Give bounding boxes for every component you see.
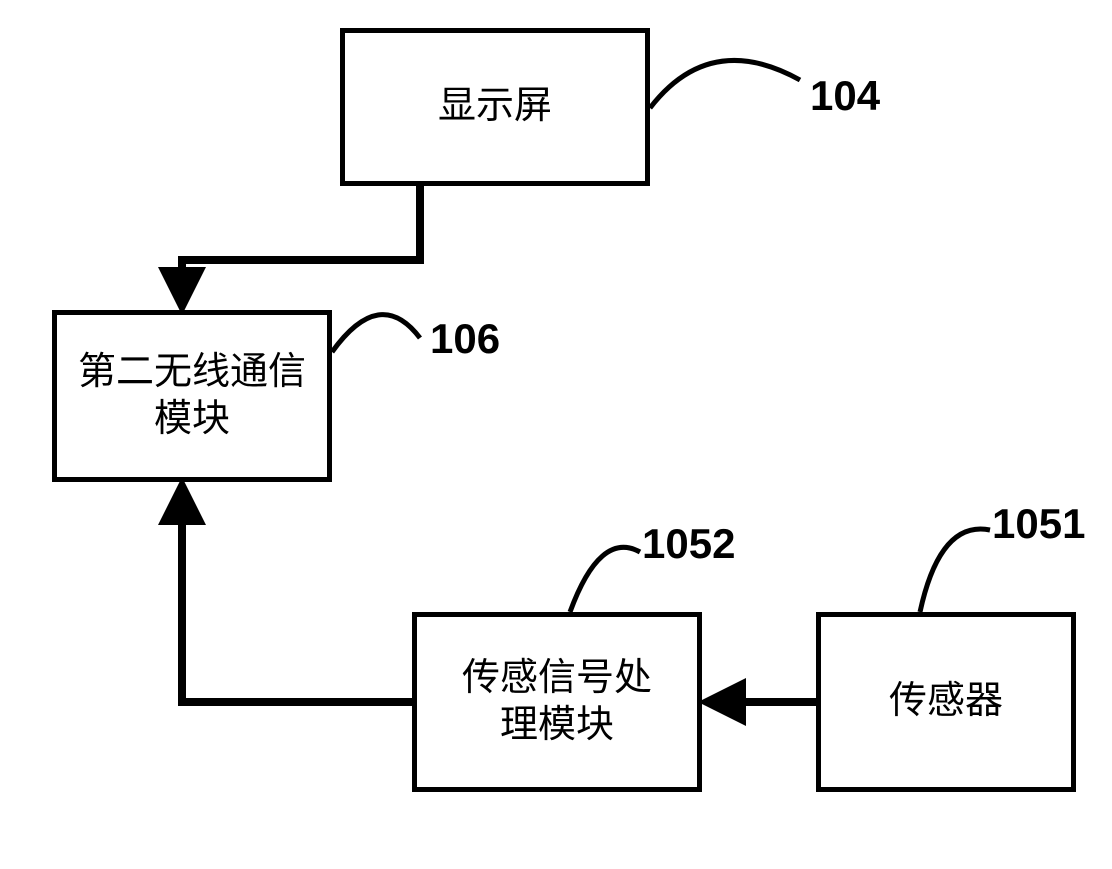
callout-1052 bbox=[570, 547, 640, 612]
ref-label-1051: 1051 bbox=[992, 500, 1085, 548]
display-box-label: 显示屏 bbox=[438, 83, 552, 131]
block-diagram: 显示屏 第二无线通信模块 传感信号处理模块 传感器 104 106 1052 1… bbox=[0, 0, 1112, 869]
callout-1051 bbox=[920, 529, 990, 612]
ref-label-1052: 1052 bbox=[642, 520, 735, 568]
ref-label-104: 104 bbox=[810, 72, 880, 120]
wireless-comm-box-label: 第二无线通信模块 bbox=[78, 349, 306, 444]
edge-display-to-comm bbox=[182, 186, 420, 307]
wireless-comm-box: 第二无线通信模块 bbox=[52, 310, 332, 482]
sensor-box-label: 传感器 bbox=[889, 678, 1003, 726]
edge-sigproc-to-comm bbox=[182, 485, 412, 702]
sensor-box: 传感器 bbox=[816, 612, 1076, 792]
signal-processing-box: 传感信号处理模块 bbox=[412, 612, 702, 792]
callout-104 bbox=[650, 60, 800, 108]
callout-106 bbox=[332, 315, 420, 352]
signal-processing-box-label: 传感信号处理模块 bbox=[462, 655, 652, 750]
ref-label-106: 106 bbox=[430, 315, 500, 363]
display-box: 显示屏 bbox=[340, 28, 650, 186]
